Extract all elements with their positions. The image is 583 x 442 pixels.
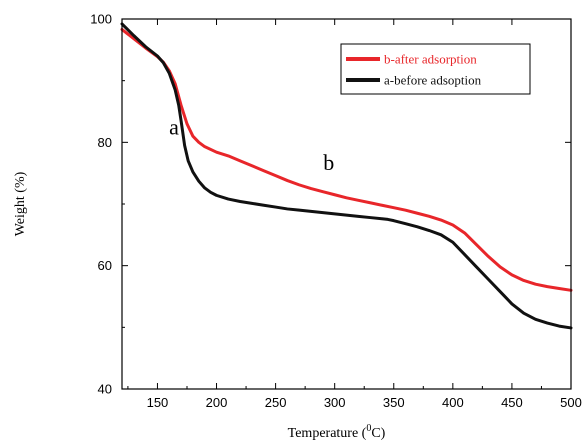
x-axis-title-text: Temperature ( (288, 426, 367, 441)
axes-layer: 150 200 250 300 350 400 450 500 40 60 80 100 (90, 12, 582, 411)
y-tick-label: 100 (90, 12, 112, 27)
curve-label-a: a (169, 114, 179, 139)
legend-box (340, 43, 531, 95)
curve-label-b: b (323, 150, 334, 175)
x-axis-title: Temperature (0C) (288, 423, 386, 441)
series-line-b (120, 27, 573, 292)
x-tick-label: 150 (147, 395, 169, 410)
y-axis-title: Weight (%) (13, 171, 28, 236)
marks-layer: ba (120, 22, 573, 330)
y-tick-label: 60 (98, 258, 112, 273)
x-axis-title-superscript: 0 (366, 423, 371, 434)
legend-label-b: b-after adsorption (384, 52, 477, 67)
x-tick-label: 450 (501, 395, 523, 410)
x-tick-label: 250 (265, 395, 287, 410)
x-tick-label: 200 (206, 395, 228, 410)
x-tick-label: 500 (560, 395, 582, 410)
series-line-a (120, 22, 573, 330)
y-tick-label: 80 (98, 135, 112, 150)
x-axis-title-unit: C) (371, 426, 385, 441)
x-tick-label: 300 (324, 395, 346, 410)
x-tick-label: 350 (383, 395, 405, 410)
y-tick-label: 40 (98, 382, 112, 397)
legend-label-a: a-before adsoption (384, 73, 482, 88)
legend: b-after adsorption a-before adsoption (340, 43, 531, 95)
x-tick-label: 400 (442, 395, 464, 410)
